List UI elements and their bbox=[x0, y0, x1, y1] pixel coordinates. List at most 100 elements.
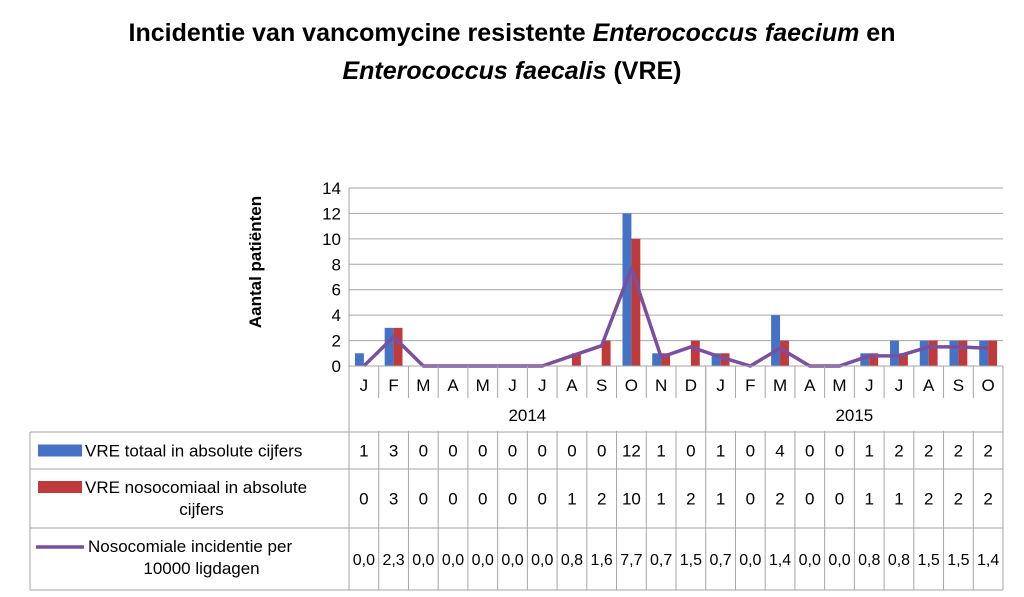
table-cell: 1,6 bbox=[591, 552, 613, 569]
table-cell: 1,4 bbox=[769, 552, 791, 569]
table-cell: 2 bbox=[983, 442, 992, 461]
month-label: O bbox=[625, 376, 638, 395]
table-cell: 10 bbox=[622, 490, 641, 509]
bar bbox=[631, 238, 641, 366]
table-cell: 2 bbox=[894, 442, 903, 461]
month-label: A bbox=[566, 376, 578, 395]
table-cell: 1 bbox=[894, 490, 903, 509]
table-cell: 0,0 bbox=[442, 552, 464, 569]
table-cell: 1 bbox=[716, 490, 725, 509]
legend-label: Nosocomiale incidentie per bbox=[88, 537, 292, 556]
table-cell: 2,3 bbox=[382, 552, 404, 569]
y-tick-label: 2 bbox=[332, 332, 341, 351]
table-cell: 0 bbox=[419, 490, 428, 509]
year-cell bbox=[350, 398, 705, 431]
table-cell: 0,0 bbox=[739, 552, 761, 569]
table-cell: 0,0 bbox=[828, 552, 850, 569]
table-cell: 2 bbox=[924, 490, 933, 509]
table-cell: 0,0 bbox=[412, 552, 434, 569]
table-cell: 1,5 bbox=[680, 552, 702, 569]
table-cell: 1 bbox=[716, 442, 725, 461]
table-cell: 0 bbox=[746, 442, 755, 461]
table-cell: 0 bbox=[478, 490, 487, 509]
month-label: S bbox=[596, 376, 607, 395]
table-cell: 0,7 bbox=[650, 552, 672, 569]
table-cell: 0 bbox=[835, 490, 844, 509]
y-tick-label: 8 bbox=[332, 255, 341, 274]
table-cell: 0 bbox=[537, 490, 546, 509]
y-tick-label: 14 bbox=[322, 179, 341, 198]
table-cell: 0,0 bbox=[353, 552, 375, 569]
legend-label: 10000 ligdagen bbox=[143, 559, 259, 578]
table-cell: 0,8 bbox=[888, 552, 910, 569]
table-cell: 1 bbox=[567, 490, 576, 509]
title-text-end: (VRE) bbox=[606, 57, 682, 85]
table-cell: 0,7 bbox=[709, 552, 731, 569]
table-cell: 0 bbox=[448, 442, 457, 461]
table-cell: 0 bbox=[686, 442, 695, 461]
month-label: J bbox=[360, 376, 369, 395]
month-label: M bbox=[832, 376, 846, 395]
table-cell: 2 bbox=[924, 442, 933, 461]
month-label: A bbox=[923, 376, 935, 395]
legend-label: VRE nosocomiaal in absolute bbox=[85, 478, 307, 497]
title-species-1: Enterococcus faecium bbox=[592, 19, 860, 47]
title-text-mid: en bbox=[859, 19, 896, 47]
legend-label: cijfers bbox=[179, 500, 223, 519]
bar bbox=[711, 353, 721, 366]
table-cell: 0,0 bbox=[799, 552, 821, 569]
table-cell: 0 bbox=[835, 442, 844, 461]
table-cell: 2 bbox=[775, 490, 784, 509]
month-label: J bbox=[865, 376, 874, 395]
bar bbox=[652, 353, 662, 366]
chart-title: Incidentie van vancomycine resistente En… bbox=[0, 14, 1024, 90]
month-label: A bbox=[804, 376, 816, 395]
table-cell: 1,5 bbox=[918, 552, 940, 569]
table-cell: 0,0 bbox=[472, 552, 494, 569]
month-label: M bbox=[416, 376, 430, 395]
table-cell: 7,7 bbox=[620, 552, 642, 569]
table-cell: 2 bbox=[954, 490, 963, 509]
month-label: D bbox=[685, 376, 697, 395]
table-cell: 0 bbox=[537, 442, 546, 461]
table-cell: 1 bbox=[864, 490, 873, 509]
table-cell: 3 bbox=[389, 442, 398, 461]
y-tick-label: 10 bbox=[322, 230, 341, 249]
bar bbox=[958, 340, 968, 366]
table-cell: 1 bbox=[656, 490, 665, 509]
year-label: 2014 bbox=[508, 406, 546, 425]
month-label: J bbox=[508, 376, 517, 395]
table-cell: 0 bbox=[419, 442, 428, 461]
bar bbox=[771, 315, 781, 366]
month-label: J bbox=[895, 376, 904, 395]
bar bbox=[393, 327, 403, 366]
table-cell: 0 bbox=[359, 490, 368, 509]
month-label: A bbox=[447, 376, 459, 395]
bar bbox=[622, 213, 632, 366]
legend-key bbox=[38, 481, 82, 493]
table-cell: 1 bbox=[864, 442, 873, 461]
bar bbox=[949, 340, 959, 366]
bar bbox=[384, 327, 394, 366]
table-cell: 0 bbox=[567, 442, 576, 461]
table-cell: 0,8 bbox=[561, 552, 583, 569]
table-cell: 0 bbox=[508, 490, 517, 509]
year-cell bbox=[706, 398, 1002, 431]
bar bbox=[780, 340, 789, 366]
bar bbox=[571, 353, 581, 366]
table-cell: 2 bbox=[686, 490, 695, 509]
title-species-2: Enterococcus faecalis bbox=[342, 57, 607, 85]
table-cell: 0,0 bbox=[501, 552, 523, 569]
table-cell: 4 bbox=[775, 442, 784, 461]
year-label: 2015 bbox=[835, 406, 873, 425]
bar bbox=[690, 340, 700, 366]
bar bbox=[354, 353, 364, 366]
month-label: O bbox=[982, 376, 995, 395]
table-cell: 0 bbox=[448, 490, 457, 509]
table-cell: 2 bbox=[983, 490, 992, 509]
title-text: Incidentie van vancomycine resistente bbox=[128, 19, 593, 47]
month-label: M bbox=[476, 376, 490, 395]
table-cell: 12 bbox=[622, 442, 641, 461]
bar bbox=[661, 353, 671, 366]
table-cell: 2 bbox=[954, 442, 963, 461]
